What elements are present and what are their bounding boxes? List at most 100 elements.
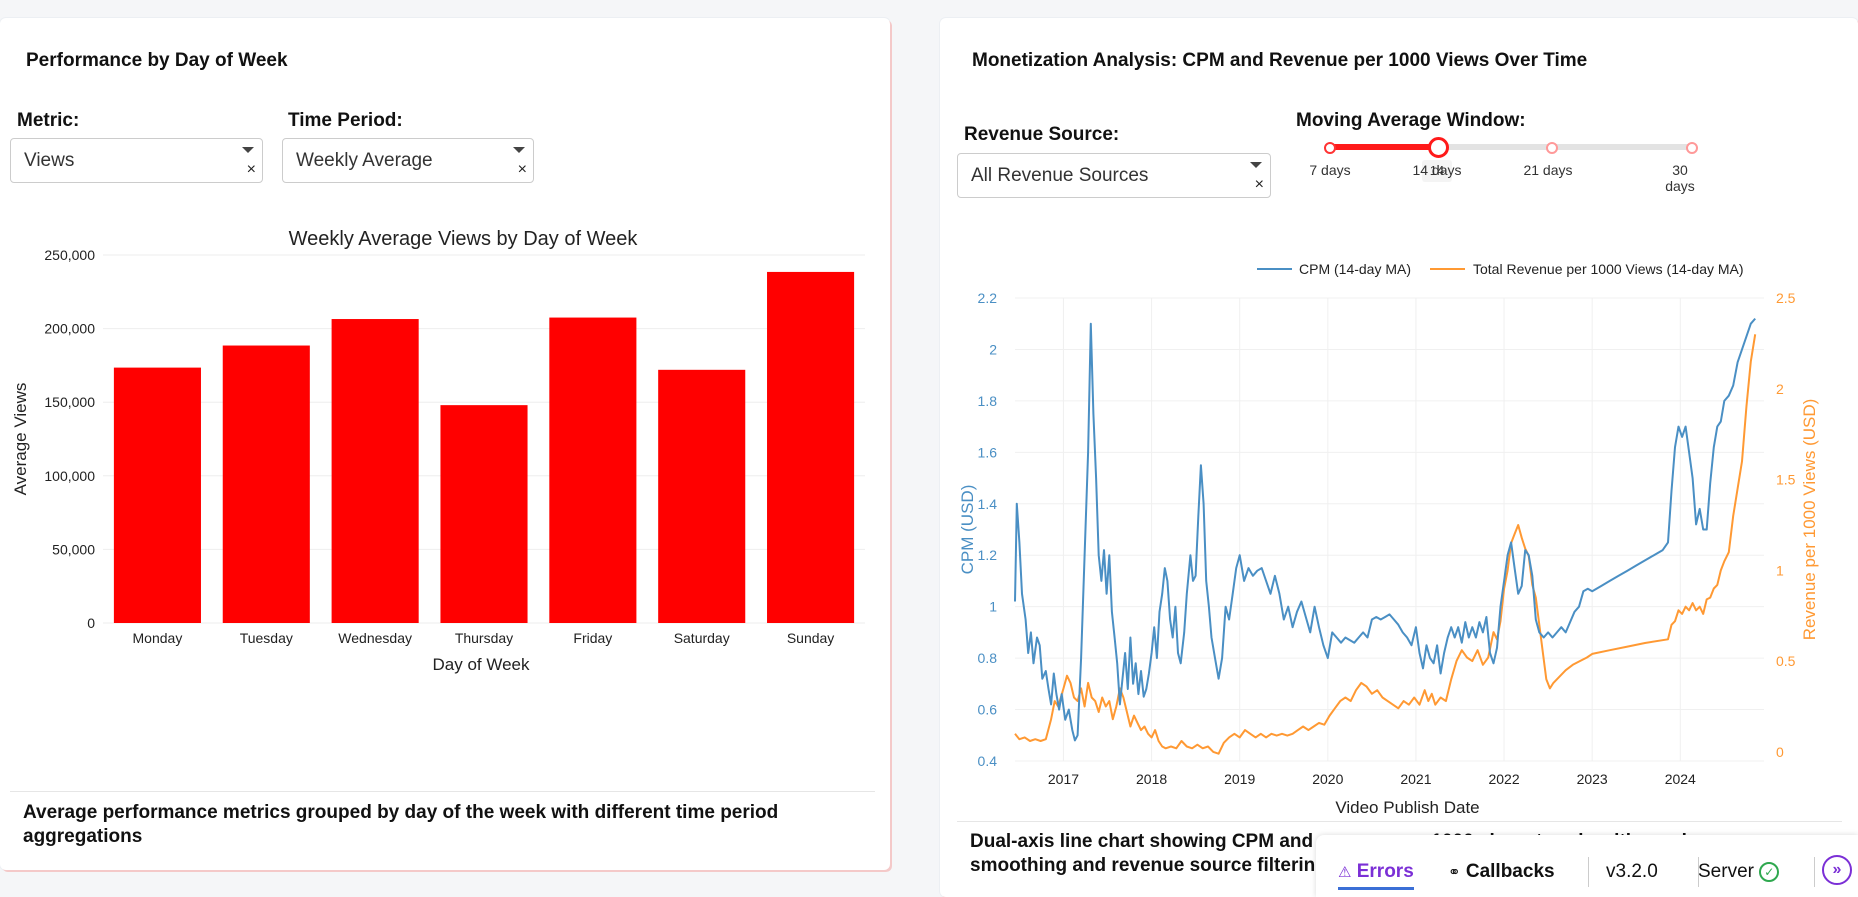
period-dropdown[interactable]: Weekly Average × — [282, 138, 534, 183]
dev-tools-bar: ⚠ Errors ⚭ Callbacks v3.2.0 Server ✓ » — [1316, 835, 1858, 897]
slider-dot[interactable] — [1546, 142, 1558, 154]
x-axis-title: Video Publish Date — [1335, 798, 1479, 817]
slider-mark: 7 days — [1309, 162, 1351, 178]
bar — [549, 317, 637, 623]
slider-mark: 21 days — [1523, 162, 1573, 178]
callbacks-tab[interactable]: ⚭ Callbacks — [1448, 861, 1555, 883]
moving-average-slider[interactable]: 14 7 days 14 days 21 days 30 days — [1300, 136, 1700, 206]
legend-label: CPM (14-day MA) — [1299, 261, 1411, 277]
x-tick-label: 2021 — [1400, 771, 1431, 787]
metric-value: Views — [24, 150, 75, 171]
chevron-down-icon[interactable] — [242, 147, 254, 153]
y2-axis-title: Revenue per 1000 Views (USD) — [1800, 399, 1819, 641]
clear-icon[interactable]: × — [1254, 176, 1264, 193]
chevron-down-icon[interactable] — [513, 147, 525, 153]
x-tick-label: 2024 — [1665, 771, 1696, 787]
clear-icon[interactable]: × — [246, 161, 256, 178]
y2-tick-label: 0.5 — [1776, 653, 1796, 669]
metric-label: Metric: — [17, 110, 80, 131]
errors-label: Errors — [1356, 861, 1414, 882]
y-tick-label: 50,000 — [52, 541, 95, 557]
bar — [767, 271, 855, 623]
revenue-source-dropdown[interactable]: All Revenue Sources × — [957, 153, 1271, 198]
y-tick-label: 0.8 — [978, 650, 998, 666]
x-tick-label: Tuesday — [240, 630, 293, 646]
ma-label: Moving Average Window: — [1296, 110, 1526, 131]
y-tick-label: 250,000 — [44, 247, 95, 263]
y2-tick-label: 1 — [1776, 562, 1784, 578]
slider-handle[interactable] — [1428, 137, 1449, 158]
server-status: Server ✓ — [1698, 861, 1780, 883]
x-tick-label: Friday — [573, 630, 612, 646]
y-tick-label: 0 — [87, 615, 95, 631]
x-tick-label: Saturday — [674, 630, 730, 646]
x-tick-label: 2023 — [1577, 771, 1608, 787]
y-tick-label: 2 — [989, 341, 997, 357]
card-title: Performance by Day of Week — [26, 50, 288, 71]
callbacks-icon: ⚭ — [1448, 864, 1461, 881]
x-tick-label: Sunday — [787, 630, 834, 646]
cpm-series-line — [1014, 317, 1756, 742]
slider-mark: 30 days — [1665, 162, 1695, 194]
slider-rail[interactable] — [1328, 144, 1690, 150]
chart-caption: Average performance metrics grouped by d… — [23, 802, 779, 847]
chart-title: Weekly Average Views by Day of Week — [289, 228, 639, 250]
divider — [957, 821, 1842, 822]
slider-dot[interactable] — [1324, 142, 1336, 154]
x-tick-label: Wednesday — [338, 630, 412, 646]
clear-icon[interactable]: × — [517, 161, 527, 178]
source-value: All Revenue Sources — [971, 165, 1149, 186]
expand-icon[interactable]: » — [1822, 855, 1852, 885]
x-tick-label: 2017 — [1048, 771, 1079, 787]
y-tick-label: 1.2 — [978, 547, 998, 563]
x-axis-title: Day of Week — [432, 655, 530, 674]
legend-label: Total Revenue per 1000 Views (14-day MA) — [1473, 261, 1744, 277]
bar — [440, 405, 528, 623]
slider-dot[interactable] — [1686, 142, 1698, 154]
check-circle-icon: ✓ — [1759, 861, 1780, 882]
x-tick-label: 2018 — [1136, 771, 1167, 787]
monetization-card: Monetization Analysis: CPM and Revenue p… — [940, 18, 1858, 897]
bar — [113, 367, 201, 623]
y-tick-label: 1.6 — [978, 444, 998, 460]
y-tick-label: 2.2 — [978, 290, 998, 306]
bar-chart: 0 50,000 100,000 150,000 200,000 250,000 Monda… — [11, 228, 865, 674]
y2-tick-label: 0 — [1776, 744, 1784, 760]
y-tick-label: 1.4 — [978, 496, 998, 512]
server-label: Server — [1698, 861, 1754, 882]
errors-tab[interactable]: ⚠ Errors — [1338, 861, 1414, 890]
divider — [1814, 857, 1815, 887]
divider — [1698, 857, 1699, 887]
slider-tooltip: 14 — [1422, 160, 1452, 182]
y-tick-label: 0.6 — [978, 702, 998, 718]
slider-mark: 14 days — [1412, 162, 1462, 178]
metric-dropdown[interactable]: Views × — [10, 138, 263, 183]
x-tick-label: 2020 — [1312, 771, 1343, 787]
y2-tick-label: 2.5 — [1776, 290, 1796, 306]
warning-icon: ⚠ — [1338, 864, 1352, 881]
y-tick-label: 150,000 — [44, 394, 95, 410]
y2-tick-label: 1.5 — [1776, 472, 1796, 488]
day-of-week-card: Performance by Day of Week Metric: Views… — [0, 18, 890, 870]
callbacks-label: Callbacks — [1465, 861, 1555, 882]
y-tick-label: 1.8 — [978, 393, 998, 409]
source-label: Revenue Source: — [964, 124, 1120, 145]
divider — [1588, 857, 1589, 887]
x-tick-label: 2022 — [1488, 771, 1519, 787]
y2-tick-label: 2 — [1776, 381, 1784, 397]
bar — [222, 345, 310, 623]
x-tick-label: Monday — [133, 630, 183, 646]
bar — [331, 319, 419, 623]
bar — [658, 369, 746, 623]
chevron-down-icon[interactable] — [1250, 162, 1262, 168]
version-label: v3.2.0 — [1606, 861, 1658, 882]
y-tick-label: 1 — [989, 599, 997, 615]
slider-track — [1328, 144, 1436, 150]
y-tick-label: 100,000 — [44, 468, 95, 484]
y-tick-label: 200,000 — [44, 321, 95, 337]
y-axis-title: CPM (USD) — [958, 485, 977, 575]
y-tick-label: 0.4 — [978, 753, 998, 769]
card-title: Monetization Analysis: CPM and Revenue p… — [972, 50, 1588, 71]
divider — [10, 791, 875, 792]
